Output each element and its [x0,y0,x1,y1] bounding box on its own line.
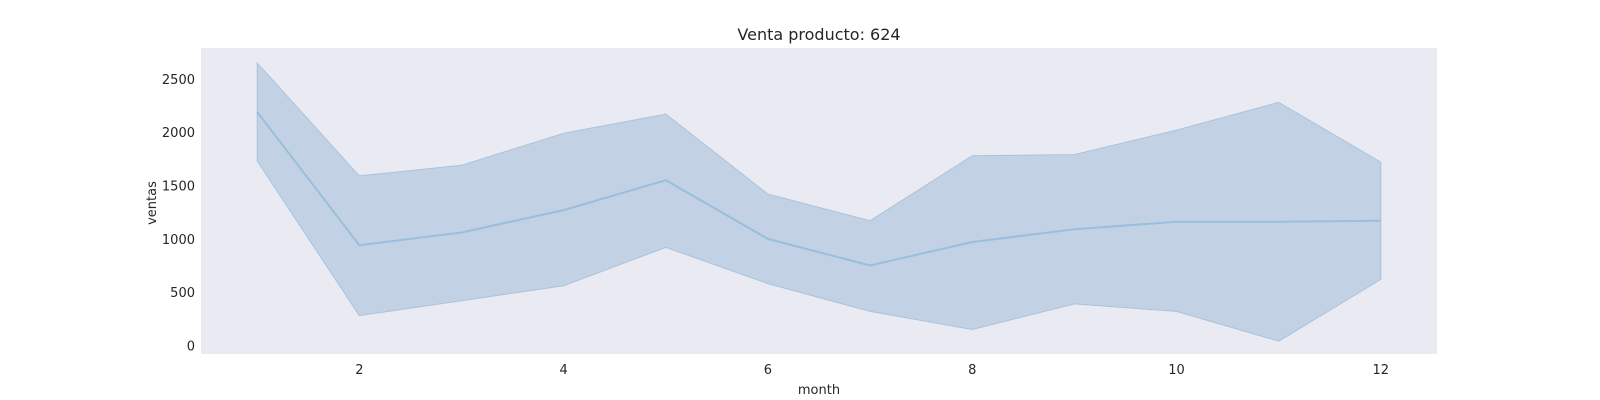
y-tick-layer: 0 500 1000 1500 2000 2500 [162,73,195,355]
x-tick-label: 12 [1373,363,1390,378]
x-tick-label: 8 [968,363,976,378]
x-axis-label: month [798,383,840,398]
y-tick-label: 1500 [162,180,195,195]
y-tick-label: 2500 [162,73,195,88]
y-axis-label: ventas [145,181,160,225]
y-tick-label: 500 [170,286,195,301]
x-tick-layer: 2 4 6 8 10 12 [355,363,1389,378]
series-line-layer [256,111,1381,267]
x-tick-label: 6 [764,363,772,378]
x-tick-label: 10 [1168,363,1185,378]
x-tick-label: 2 [355,363,363,378]
y-tick-label: 1000 [162,233,195,248]
series-line [256,111,1381,267]
confidence-band-layer [256,61,1382,342]
chart-title: Venta producto: 624 [737,25,900,44]
confidence-band [256,61,1382,342]
y-tick-label: 2000 [162,126,195,141]
x-tick-label: 4 [559,363,567,378]
y-tick-label: 0 [187,339,195,354]
